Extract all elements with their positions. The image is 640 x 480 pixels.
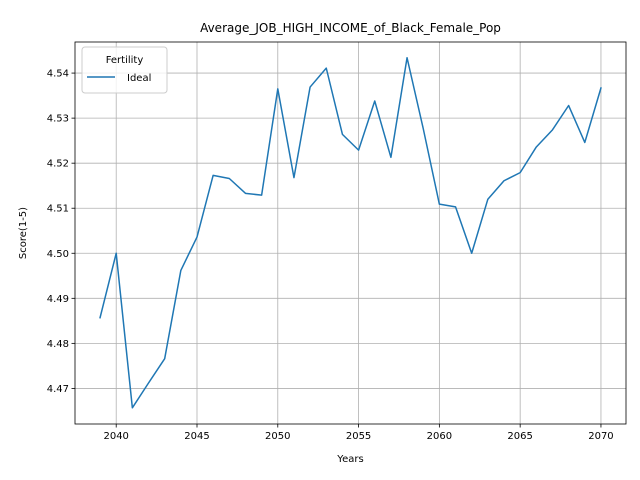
legend-title: Fertility	[106, 55, 144, 66]
legend: Fertility Ideal	[81, 46, 168, 94]
chart-title: Average_JOB_HIGH_INCOME_of_Black_Female_…	[200, 21, 501, 35]
y-tick-label: 4.51	[47, 204, 69, 215]
x-tick-label: 2045	[184, 431, 209, 442]
y-tick-label: 4.52	[47, 159, 69, 170]
y-tick-label: 4.47	[47, 384, 69, 395]
y-tick-label: 4.48	[47, 339, 69, 350]
x-tick-label: 2050	[265, 431, 290, 442]
legend-box	[81, 46, 168, 94]
x-tick-label: 2070	[588, 431, 613, 442]
legend-label-ideal: Ideal	[127, 73, 151, 84]
x-tick-label: 2060	[427, 431, 452, 442]
series-group	[99, 57, 602, 409]
x-tick-label: 2065	[507, 431, 532, 442]
x-tick-label: 2040	[103, 431, 128, 442]
y-tick-label: 4.53	[47, 114, 69, 125]
y-tick-label: 4.50	[47, 249, 69, 260]
y-axis-label: Score(1-5)	[18, 207, 29, 259]
y-tick-label: 4.49	[47, 294, 69, 305]
plot-area	[74, 41, 627, 425]
x-axis-label: Years	[336, 454, 363, 465]
series-line-ideal	[99, 57, 602, 409]
x-tick-label: 2055	[346, 431, 371, 442]
axis-ticks: 2040 2045 2050 2055 2060 2065 2070 4.47 4.48 4.49…	[47, 69, 614, 442]
y-tick-label: 4.54	[47, 69, 69, 80]
